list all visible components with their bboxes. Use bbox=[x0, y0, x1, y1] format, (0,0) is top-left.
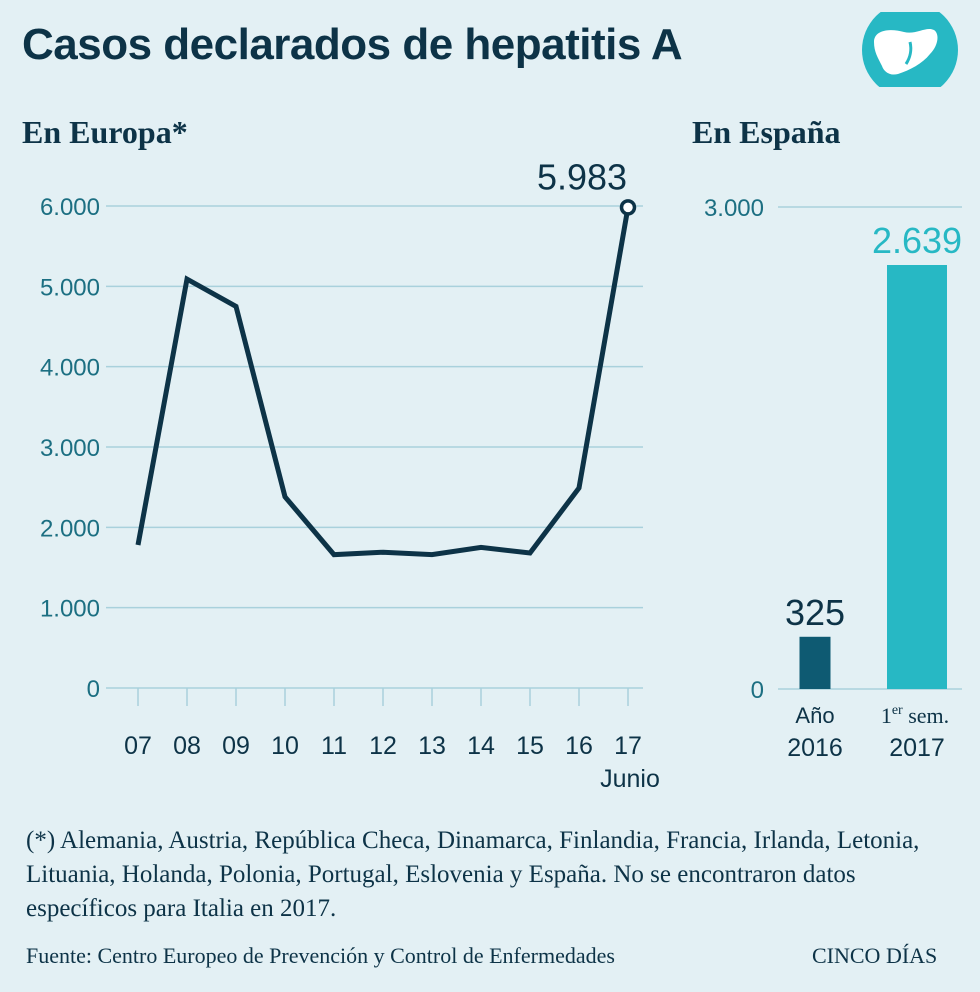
europe-x-ticks: 07 08 09 10 11 12 13 14 15 16 17 bbox=[124, 688, 642, 760]
spain-x-label-year: 2016 bbox=[787, 734, 843, 762]
europe-line bbox=[135, 206, 631, 558]
europe-y-tick-label: 3.000 bbox=[40, 435, 100, 462]
spain-bar bbox=[887, 265, 947, 689]
spain-x-label-sup: er bbox=[892, 703, 903, 718]
source-text: Fuente: Centro Europeo de Prevención y C… bbox=[26, 943, 615, 968]
europe-y-tick-label: 0 bbox=[87, 676, 100, 703]
spain-x-label-line1: Año bbox=[795, 703, 834, 728]
liver-vessel bbox=[904, 41, 913, 65]
spain-bar-value-label: 325 bbox=[785, 592, 845, 633]
europe-subtitle: En Europa* bbox=[22, 114, 188, 150]
spain-y-tick-label: 3.000 bbox=[704, 195, 764, 222]
spain-bars: 325 2.639 bbox=[785, 220, 962, 689]
liver-icon bbox=[862, 12, 958, 87]
spain-x-label-year: 2017 bbox=[889, 734, 945, 762]
brand-text: CINCO DÍAS bbox=[812, 943, 938, 968]
spain-x-label-base: 1 bbox=[881, 703, 892, 728]
europe-y-tick-label: 4.000 bbox=[40, 355, 100, 382]
europe-y-tick-label: 6.000 bbox=[40, 194, 100, 221]
spain-x-label-line1: 1er sem. bbox=[881, 703, 949, 728]
europe-peak-point bbox=[619, 199, 637, 216]
spain-y-tick-label: 0 bbox=[751, 677, 764, 704]
spain-x-labels: Año 2016 1er sem. 2017 bbox=[787, 703, 949, 762]
europe-x-unit: Junio bbox=[600, 765, 660, 793]
europe-x-tick-label: 07 bbox=[124, 732, 152, 760]
europe-x-tick-label: 15 bbox=[516, 732, 544, 760]
europe-x-tick-label: 11 bbox=[321, 732, 347, 760]
europe-y-tick-label: 1.000 bbox=[40, 596, 100, 623]
spain-x-label-rest: sem. bbox=[903, 703, 949, 728]
europe-x-tick-label: 14 bbox=[467, 732, 495, 760]
europe-x-tick-label: 10 bbox=[271, 732, 299, 760]
europe-peak-label: 5.983 bbox=[537, 156, 627, 197]
europe-x-tick-label: 13 bbox=[418, 732, 446, 760]
spain-bar-value-label: 2.639 bbox=[872, 220, 962, 261]
chart-title: Casos declarados de hepatitis A bbox=[22, 20, 683, 69]
liver-shape bbox=[874, 28, 938, 75]
spain-bar bbox=[799, 636, 831, 689]
europe-x-tick-label: 16 bbox=[565, 732, 593, 760]
europe-y-ticks: 0 1.000 2.000 3.000 4.000 5.000 6.000 bbox=[40, 194, 100, 703]
europe-line-series: 5.983 bbox=[135, 156, 637, 558]
europe-y-tick-label: 2.000 bbox=[40, 515, 100, 542]
europe-x-tick-label: 08 bbox=[173, 732, 201, 760]
footnote: (*) Alemania, Austria, República Checa, … bbox=[26, 827, 920, 922]
europe-x-tick-label: 12 bbox=[369, 732, 397, 760]
spain-subtitle: En España bbox=[692, 114, 841, 150]
spain-y-ticks: 0 3.000 bbox=[704, 195, 764, 704]
europe-x-tick-label: 09 bbox=[222, 732, 250, 760]
europe-y-tick-label: 5.000 bbox=[40, 274, 100, 301]
europe-x-tick-label: 17 bbox=[614, 732, 642, 760]
